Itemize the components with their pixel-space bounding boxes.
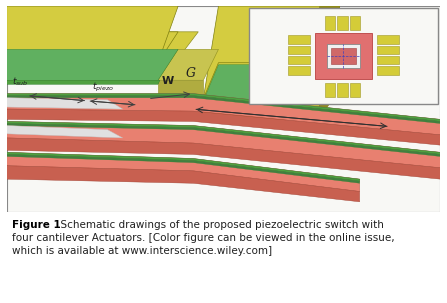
Polygon shape <box>158 80 203 99</box>
Bar <box>288 35 310 44</box>
Polygon shape <box>7 80 160 84</box>
Polygon shape <box>7 166 360 202</box>
Text: Figure 1: Figure 1 <box>12 220 60 230</box>
Bar <box>350 16 360 30</box>
Polygon shape <box>7 32 198 78</box>
Text: four cantilever Actuators. [Color figure can be viewed in the online issue,: four cantilever Actuators. [Color figure… <box>12 233 394 243</box>
Polygon shape <box>7 96 440 124</box>
FancyBboxPatch shape <box>315 33 372 79</box>
Polygon shape <box>203 6 339 99</box>
Polygon shape <box>7 49 178 80</box>
Polygon shape <box>7 98 122 109</box>
Polygon shape <box>7 125 122 138</box>
Text: $t_{piezo}$: $t_{piezo}$ <box>93 81 114 94</box>
Polygon shape <box>7 32 178 63</box>
Polygon shape <box>7 124 440 156</box>
Polygon shape <box>158 49 219 80</box>
Polygon shape <box>7 122 440 168</box>
Text: $t_{sub}$: $t_{sub}$ <box>12 76 28 88</box>
Bar <box>331 48 356 64</box>
Bar <box>288 56 310 64</box>
Polygon shape <box>203 65 339 101</box>
Polygon shape <box>7 94 440 135</box>
Text: $L_{piezo}$: $L_{piezo}$ <box>270 93 298 109</box>
Text: Schematic drawings of the proposed piezoelectric switch with: Schematic drawings of the proposed piezo… <box>54 220 384 230</box>
Text: which is available at www.interscience.wiley.com]: which is available at www.interscience.w… <box>12 246 272 256</box>
Polygon shape <box>7 138 440 179</box>
Bar <box>337 83 347 97</box>
Bar <box>350 83 360 97</box>
Bar <box>327 44 360 68</box>
Polygon shape <box>7 6 178 63</box>
Bar <box>325 16 335 30</box>
Bar <box>377 46 399 54</box>
Polygon shape <box>7 155 360 183</box>
Polygon shape <box>7 152 360 191</box>
Polygon shape <box>7 152 360 181</box>
Polygon shape <box>319 63 339 119</box>
Bar <box>288 66 310 75</box>
Bar <box>337 16 347 30</box>
Bar <box>377 56 399 64</box>
Polygon shape <box>203 99 319 119</box>
Polygon shape <box>7 63 158 83</box>
Bar <box>377 35 399 44</box>
Polygon shape <box>7 109 440 145</box>
Bar <box>288 46 310 54</box>
Bar <box>325 83 335 97</box>
Text: W: W <box>162 76 174 86</box>
Bar <box>249 8 438 104</box>
Polygon shape <box>319 6 339 99</box>
Polygon shape <box>7 122 440 155</box>
Text: G: G <box>185 67 195 79</box>
Polygon shape <box>203 63 339 99</box>
Polygon shape <box>7 94 440 122</box>
Bar <box>377 66 399 75</box>
